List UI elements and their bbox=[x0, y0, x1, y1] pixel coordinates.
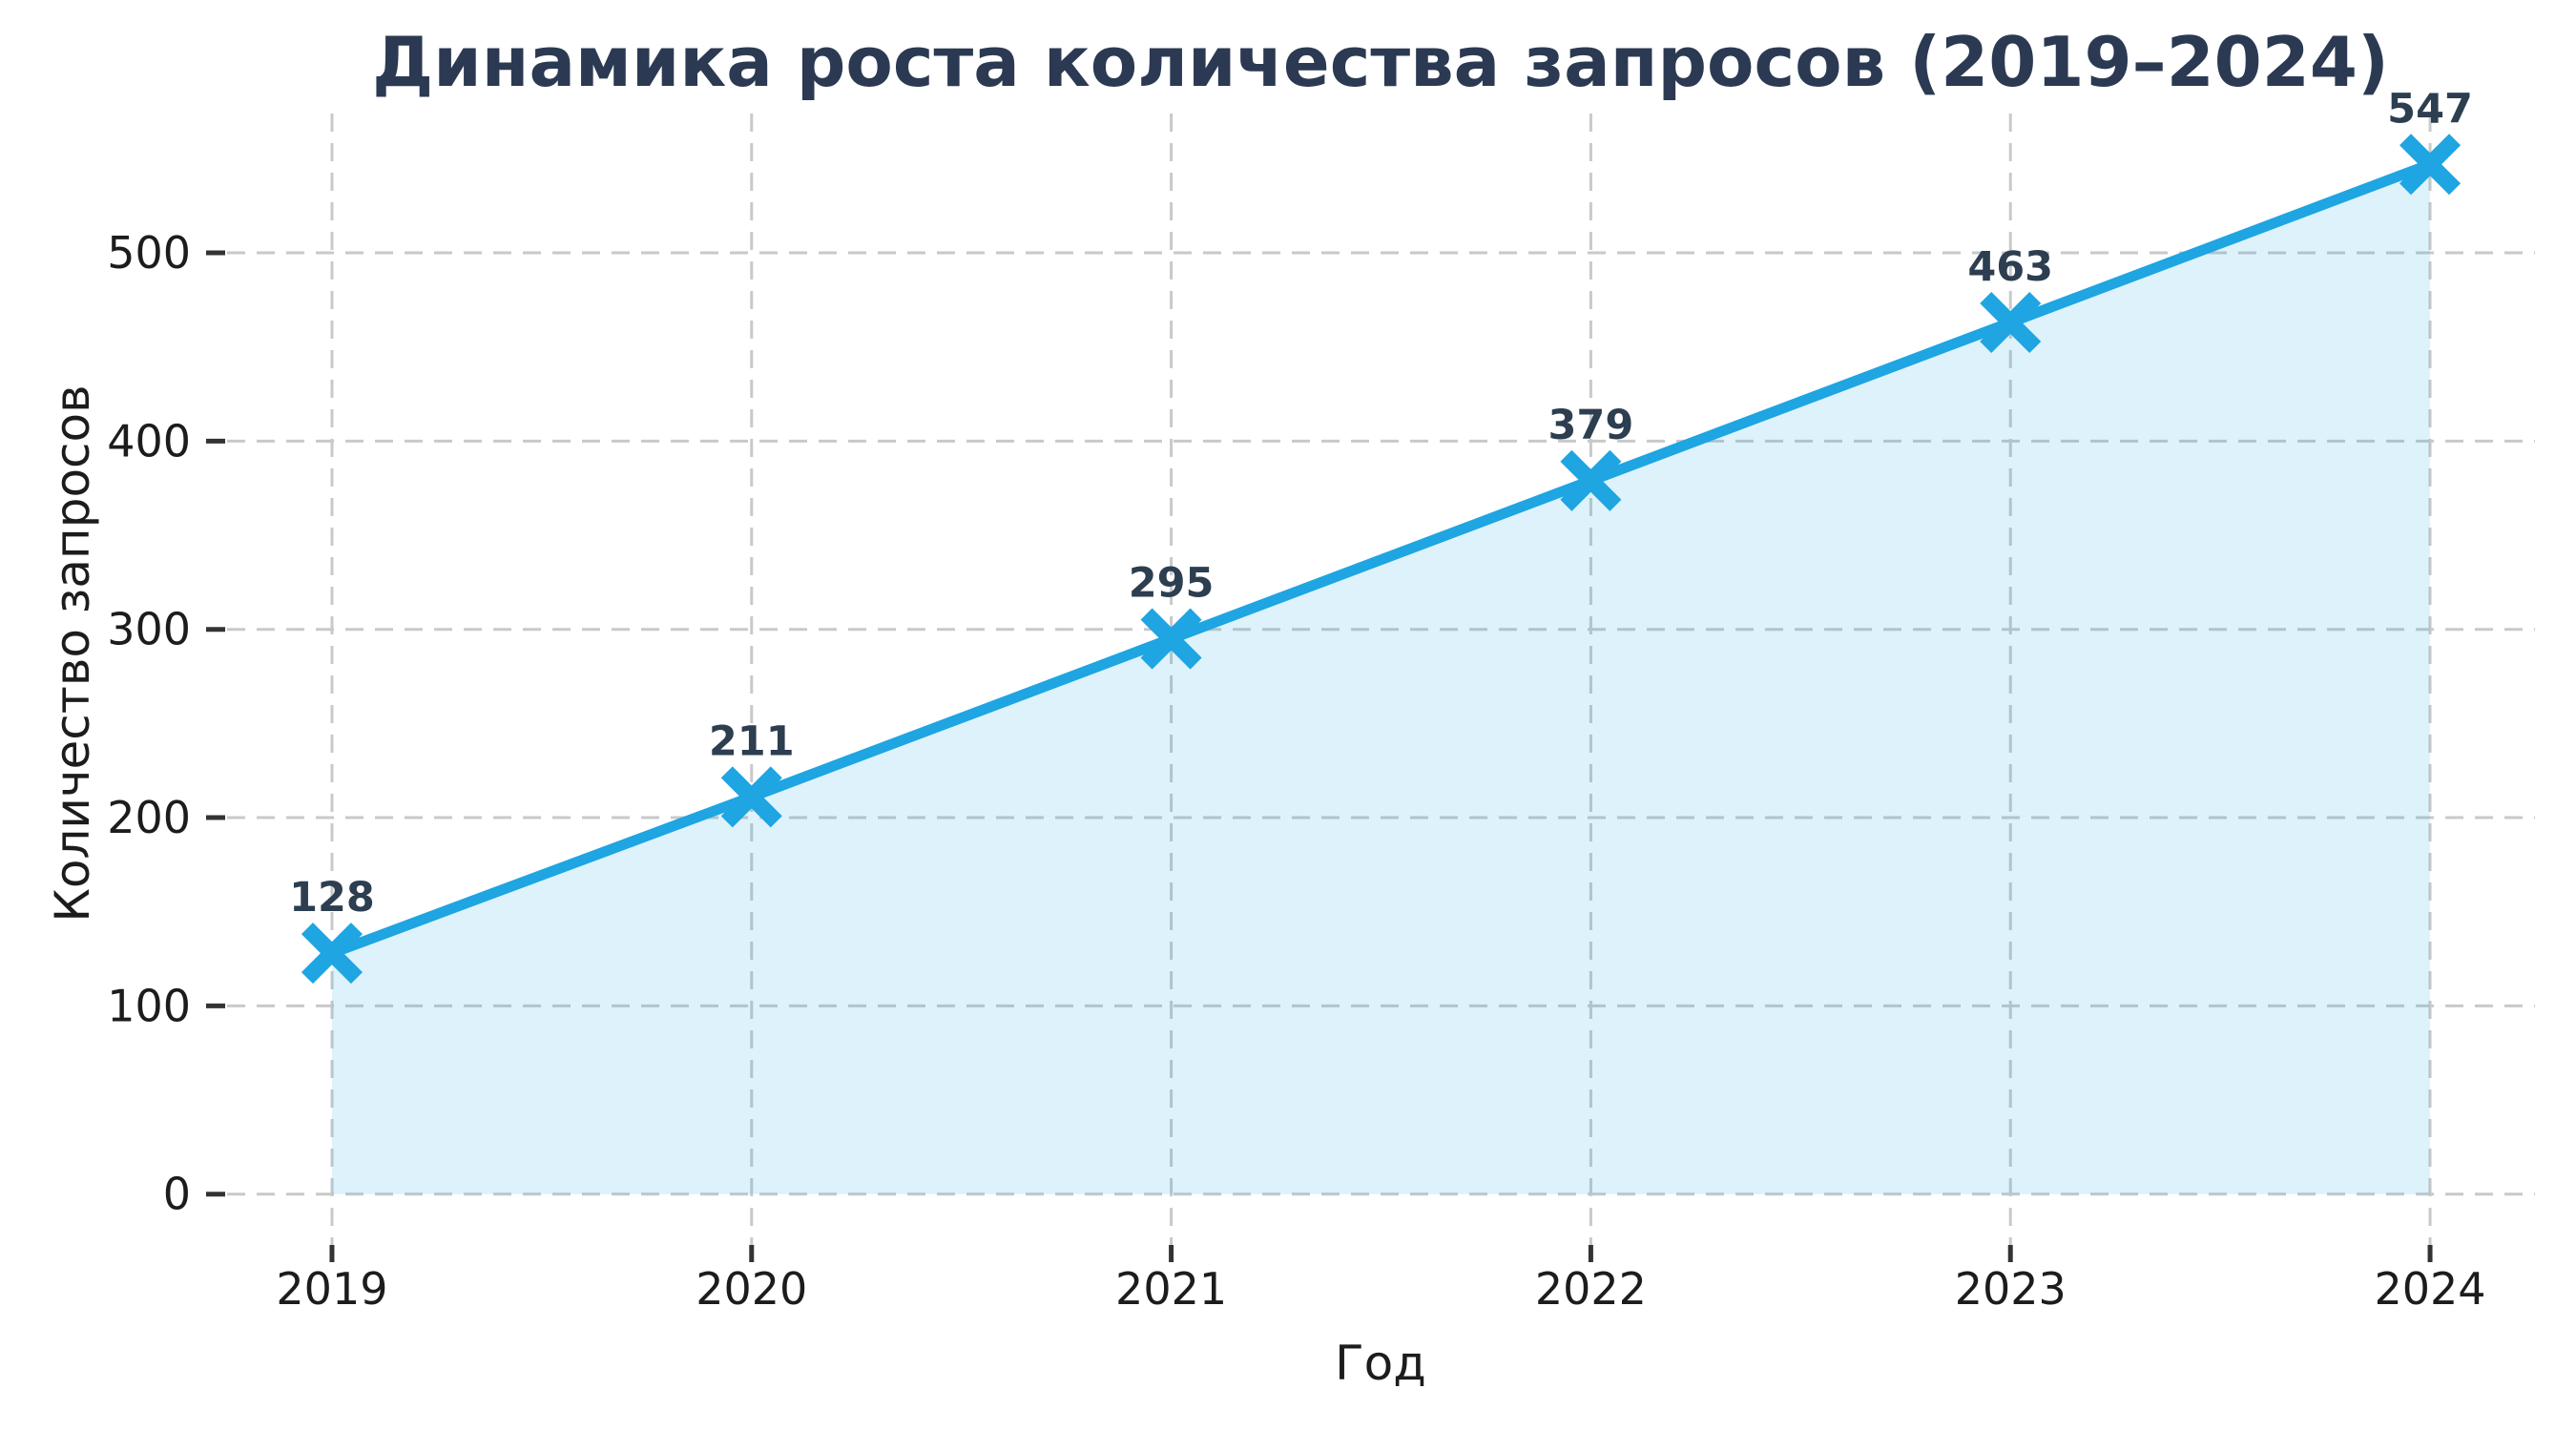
x-tick-label: 2022 bbox=[1535, 1263, 1647, 1315]
data-point-label: 547 bbox=[2387, 85, 2473, 133]
data-point-label: 128 bbox=[289, 874, 375, 922]
x-tick-label: 2019 bbox=[276, 1263, 387, 1315]
data-point-marker bbox=[1560, 449, 1622, 511]
y-tick-label: 400 bbox=[107, 415, 191, 467]
data-point-label: 211 bbox=[709, 717, 795, 765]
marker-stroke bbox=[720, 766, 782, 828]
gridlines-vertical bbox=[330, 114, 2432, 1245]
data-point-marker bbox=[720, 766, 782, 828]
y-tick-label: 100 bbox=[107, 980, 191, 1031]
marker-stroke bbox=[1980, 292, 2042, 354]
marker-stroke bbox=[301, 923, 363, 985]
x-tick-label: 2020 bbox=[696, 1263, 807, 1315]
data-point-marker bbox=[1980, 292, 2042, 354]
area-fill bbox=[331, 164, 2431, 1194]
x-tick-label: 2023 bbox=[1955, 1263, 2067, 1315]
data-point-label: 463 bbox=[1967, 243, 2053, 291]
data-point-marker bbox=[2399, 134, 2462, 196]
x-tick-labels: 2019 2020 2021 2022 2023 2024 bbox=[276, 1263, 2485, 1315]
y-tick-label: 0 bbox=[163, 1169, 191, 1220]
marker-stroke bbox=[2399, 134, 2462, 196]
y-tick-label: 200 bbox=[107, 792, 191, 843]
data-point-label: 295 bbox=[1129, 560, 1215, 608]
x-tick-label: 2024 bbox=[2375, 1263, 2486, 1315]
x-tick-label: 2021 bbox=[1115, 1263, 1227, 1315]
axis-tick-marks bbox=[206, 250, 2433, 1262]
y-tick-label: 300 bbox=[107, 604, 191, 655]
gridlines-horizontal bbox=[227, 251, 2535, 1196]
data-point-marker bbox=[1140, 608, 1202, 670]
data-point-label: 379 bbox=[1548, 402, 1634, 449]
x-axis-label: Год bbox=[1335, 1336, 1426, 1391]
y-axis-label: Количество запросов bbox=[45, 384, 100, 923]
marker-stroke bbox=[1140, 608, 1202, 670]
data-point-marker bbox=[301, 923, 363, 985]
chart-title: Динамика роста количества запросов (2019… bbox=[372, 22, 2389, 102]
trend-line bbox=[326, 158, 2436, 959]
y-tick-labels: 0 100 200 300 400 500 bbox=[107, 227, 191, 1220]
marker-stroke bbox=[1560, 449, 1622, 511]
data-point-labels: 128 211 295 379 463 547 bbox=[289, 85, 2473, 922]
data-markers bbox=[301, 134, 2462, 985]
y-tick-label: 500 bbox=[107, 227, 191, 279]
